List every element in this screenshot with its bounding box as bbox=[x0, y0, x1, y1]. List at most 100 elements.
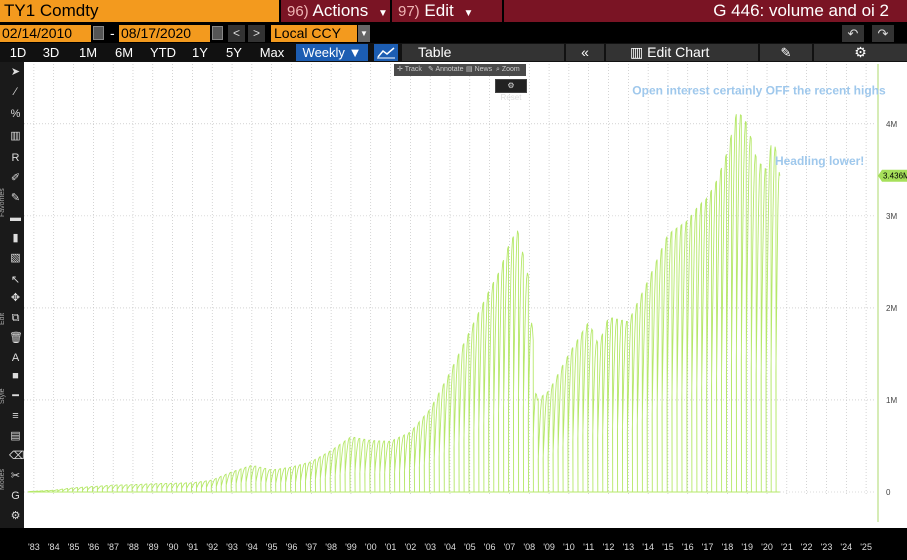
last-value-label: 3.436M bbox=[883, 172, 907, 181]
x-tick-label: '83 bbox=[28, 542, 40, 552]
calendar-icon[interactable] bbox=[93, 26, 104, 40]
y-axis-ticks: 0 1M 2M 3M 4M bbox=[877, 64, 897, 522]
period-1m[interactable]: 1M bbox=[78, 45, 98, 60]
period-1y[interactable]: 1Y bbox=[192, 45, 208, 60]
x-tick-label: '93 bbox=[226, 542, 238, 552]
annotate-tool[interactable]: ✎ Annotate bbox=[428, 66, 464, 73]
modes-section-label: Modes bbox=[0, 468, 6, 490]
redo-icon[interactable]: ↷ bbox=[872, 25, 894, 42]
cursor-icon[interactable]: ➤ bbox=[10, 66, 21, 78]
start-date-input[interactable]: 02/14/2010 bbox=[0, 25, 91, 42]
channel-icon[interactable]: ▧ bbox=[10, 252, 21, 264]
open-interest-chart[interactable]: 0 1M 2M 3M 4M Open interest certainly OFF th… bbox=[24, 62, 907, 532]
mode-g-icon[interactable]: G bbox=[11, 490, 20, 502]
x-tick-label: '10 bbox=[563, 542, 575, 552]
frequency-select[interactable]: Weekly ▼ bbox=[296, 44, 368, 61]
chevron-right-icon[interactable]: > bbox=[248, 25, 265, 42]
drawing-toolbar: ➤ ∕ % ▥ R ✐ ✎ ▬ ▮ ▧ ↖ ✥ ⧉ 🗑 A ■ ━ ≡ ▤ ⌫ … bbox=[0, 62, 25, 528]
chevron-down-icon[interactable]: ▼ bbox=[358, 25, 370, 42]
undo-icon[interactable]: ↶ bbox=[842, 25, 864, 42]
x-tick-label: '90 bbox=[167, 542, 179, 552]
line-chart-icon[interactable] bbox=[374, 44, 398, 61]
period-6m[interactable]: 6M bbox=[114, 45, 134, 60]
gear-icon[interactable]: ⚙ bbox=[814, 44, 907, 61]
trash-icon[interactable]: 🗑 bbox=[9, 332, 23, 344]
edit-menu-button[interactable]: 97) Edit ▼ bbox=[392, 0, 502, 22]
settings-small-icon[interactable]: ⚙ bbox=[10, 510, 21, 522]
move-icon[interactable]: ✥ bbox=[10, 292, 21, 304]
snap-icon[interactable]: ✂ bbox=[10, 470, 21, 482]
x-tick-label: '13 bbox=[622, 542, 634, 552]
x-tick-label: '23 bbox=[821, 542, 833, 552]
fib-icon[interactable]: ▥ bbox=[10, 130, 21, 142]
x-axis-ticks: '83 '84 '85 '86 '87 '88 '89 '90 '91 '92 '93 '94 '95 '… bbox=[28, 542, 872, 552]
x-tick-label: '19 bbox=[741, 542, 753, 552]
x-tick-label: '95 bbox=[266, 542, 278, 552]
table-button[interactable]: Table bbox=[402, 44, 564, 61]
calendar-icon[interactable] bbox=[212, 26, 223, 40]
news-tool[interactable]: ▤ News bbox=[466, 66, 493, 73]
open-interest-series bbox=[27, 114, 781, 493]
y-tick-label: 1M bbox=[886, 396, 897, 405]
plot-background bbox=[24, 62, 907, 532]
period-5y[interactable]: 5Y bbox=[226, 45, 242, 60]
x-tick-label: '00 bbox=[365, 542, 377, 552]
x-tick-label: '91 bbox=[187, 542, 199, 552]
x-tick-label: '12 bbox=[603, 542, 615, 552]
track-tool[interactable]: ✛ Track bbox=[397, 66, 422, 73]
x-tick-label: '17 bbox=[702, 542, 714, 552]
currency-select[interactable]: Local CCY bbox=[271, 25, 357, 42]
chevron-left-icon[interactable]: < bbox=[228, 25, 245, 42]
collapse-icon[interactable]: « bbox=[566, 44, 604, 61]
reset-button[interactable]: ⚙ Reset bbox=[495, 79, 527, 102]
pen-icon[interactable]: ✎ bbox=[10, 192, 21, 204]
x-tick-label: '05 bbox=[464, 542, 476, 552]
x-tick-label: '24 bbox=[840, 542, 852, 552]
x-tick-label: '15 bbox=[662, 542, 674, 552]
vline-icon[interactable]: ▮ bbox=[12, 232, 19, 244]
chevron-down-icon: ▼ bbox=[463, 8, 474, 19]
pattern-icon[interactable]: ▤ bbox=[10, 430, 21, 442]
period-ytd[interactable]: YTD bbox=[150, 45, 176, 60]
actions-menu-button[interactable]: 96) Actions ▼ bbox=[281, 0, 390, 22]
hline-icon[interactable]: ▬ bbox=[10, 212, 21, 224]
y-tick-label: 0 bbox=[886, 488, 891, 497]
period-max[interactable]: Max bbox=[259, 45, 285, 60]
header-bar: TY1 Comdty 96) Actions ▼ 97) Edit ▼ G 44… bbox=[0, 0, 907, 23]
line-style-icon[interactable]: ━ bbox=[12, 390, 19, 402]
period-1d[interactable]: 1D bbox=[9, 45, 27, 60]
zoom-tool[interactable]: ⌕ Zoom bbox=[496, 66, 520, 73]
x-tick-label: '88 bbox=[127, 542, 139, 552]
x-tick-label: '86 bbox=[87, 542, 99, 552]
x-tick-label: '22 bbox=[801, 542, 813, 552]
text-r-icon[interactable]: R bbox=[11, 152, 20, 164]
line-width-icon[interactable]: ≡ bbox=[12, 410, 19, 422]
font-icon[interactable]: A bbox=[11, 352, 20, 364]
brush-icon[interactable]: ✐ bbox=[10, 172, 21, 184]
annotations: Open interest certainly OFF the recent h… bbox=[632, 83, 886, 168]
x-tick-label: '84 bbox=[48, 542, 60, 552]
select-icon[interactable]: ↖ bbox=[10, 274, 21, 286]
favorites-label: Favorites bbox=[0, 188, 6, 217]
ticker-field[interactable]: TY1 Comdty bbox=[0, 0, 279, 22]
annotation-1[interactable]: Open interest certainly OFF the recent h… bbox=[632, 83, 886, 97]
pencil-icon[interactable]: ✎ bbox=[760, 44, 812, 61]
period-3d[interactable]: 3D bbox=[42, 45, 60, 60]
x-tick-label: '92 bbox=[206, 542, 218, 552]
annotation-2[interactable]: Headling lower! bbox=[775, 154, 864, 168]
x-tick-label: '89 bbox=[147, 542, 159, 552]
x-tick-label: '04 bbox=[444, 542, 456, 552]
end-date-input[interactable]: 08/17/2020 bbox=[119, 25, 210, 42]
x-tick-label: '01 bbox=[385, 542, 397, 552]
chart-icon: ▥ bbox=[630, 44, 644, 60]
copy-icon[interactable]: ⧉ bbox=[11, 312, 20, 324]
x-tick-label: '07 bbox=[504, 542, 516, 552]
line-draw-icon[interactable]: ∕ bbox=[14, 86, 17, 98]
color-swatch-icon[interactable]: ■ bbox=[12, 370, 19, 382]
last-value-marker: 3.436M bbox=[878, 169, 907, 182]
percent-icon[interactable]: % bbox=[10, 108, 21, 120]
edit-chart-button[interactable]: ▥ Edit Chart bbox=[606, 44, 758, 61]
eraser-icon[interactable]: ⌫ bbox=[9, 450, 25, 462]
date-separator: - bbox=[110, 25, 115, 41]
x-tick-label: '06 bbox=[484, 542, 496, 552]
